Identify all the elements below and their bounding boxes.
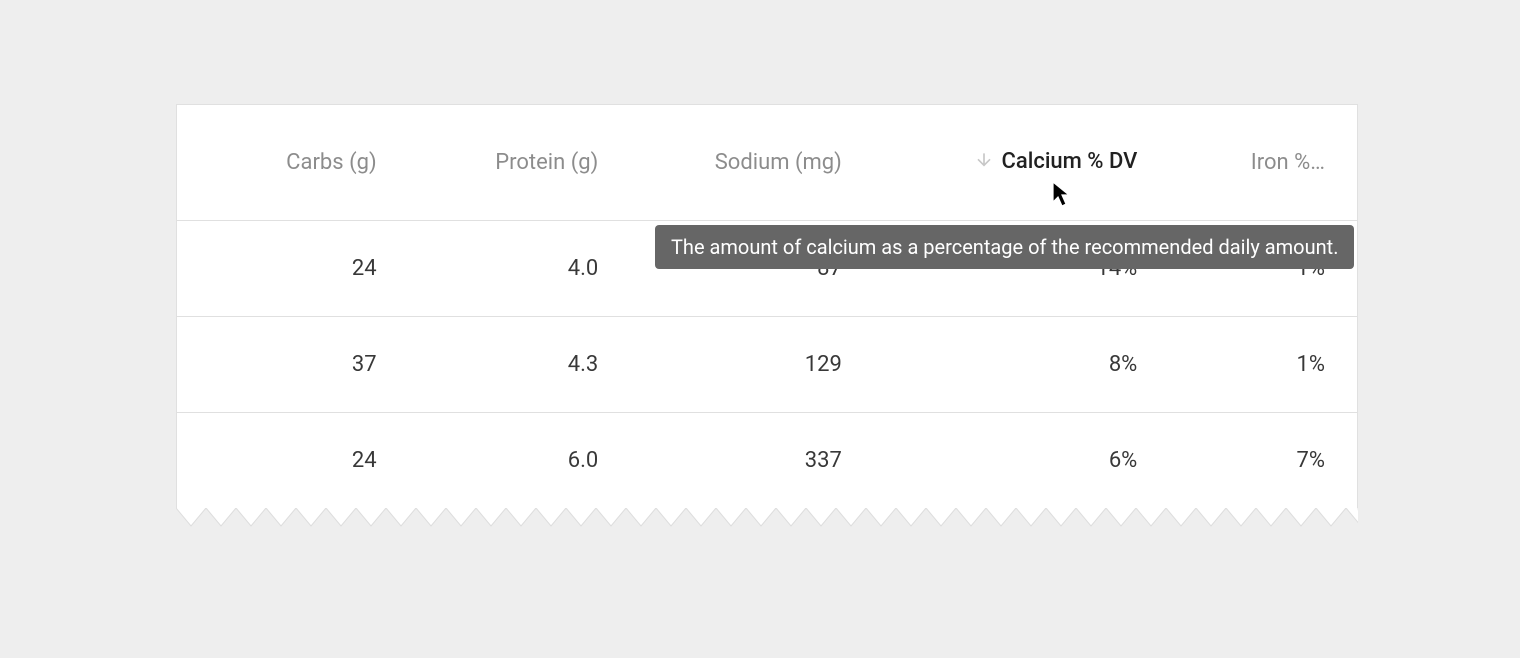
nutrition-table: Carbs (g) Protein (g) Sodium (mg) Calciu…	[176, 104, 1358, 509]
cell-protein: 4.3	[409, 352, 631, 377]
column-header-iron[interactable]: Iron %…	[1169, 150, 1357, 175]
cell-protein: 4.0	[409, 256, 631, 281]
cell-protein: 6.0	[409, 448, 631, 473]
torn-edge-decoration	[176, 508, 1358, 548]
cell-iron: 1%	[1169, 352, 1357, 377]
column-header-protein[interactable]: Protein (g)	[409, 150, 631, 175]
cell-calcium: 6%	[874, 448, 1169, 473]
cell-calcium: 8%	[874, 352, 1169, 377]
column-tooltip: The amount of calcium as a percentage of…	[655, 225, 1354, 269]
cell-carbs: 24	[177, 256, 409, 281]
table-row: 37 4.3 129 8% 1%	[177, 317, 1357, 413]
cell-sodium: 129	[630, 352, 874, 377]
column-header-sodium[interactable]: Sodium (mg)	[630, 150, 874, 175]
column-header-carbs[interactable]: Carbs (g)	[177, 150, 409, 175]
cell-carbs: 24	[177, 448, 409, 473]
column-header-calcium[interactable]: Calcium % DV	[874, 149, 1169, 175]
table-row: 24 6.0 337 6% 7%	[177, 413, 1357, 509]
column-header-calcium-label: Calcium % DV	[1002, 149, 1138, 174]
table-header-row: Carbs (g) Protein (g) Sodium (mg) Calciu…	[177, 105, 1357, 221]
sort-descending-icon	[974, 150, 994, 176]
cell-iron: 7%	[1169, 448, 1357, 473]
cell-sodium: 337	[630, 448, 874, 473]
cell-carbs: 37	[177, 352, 409, 377]
